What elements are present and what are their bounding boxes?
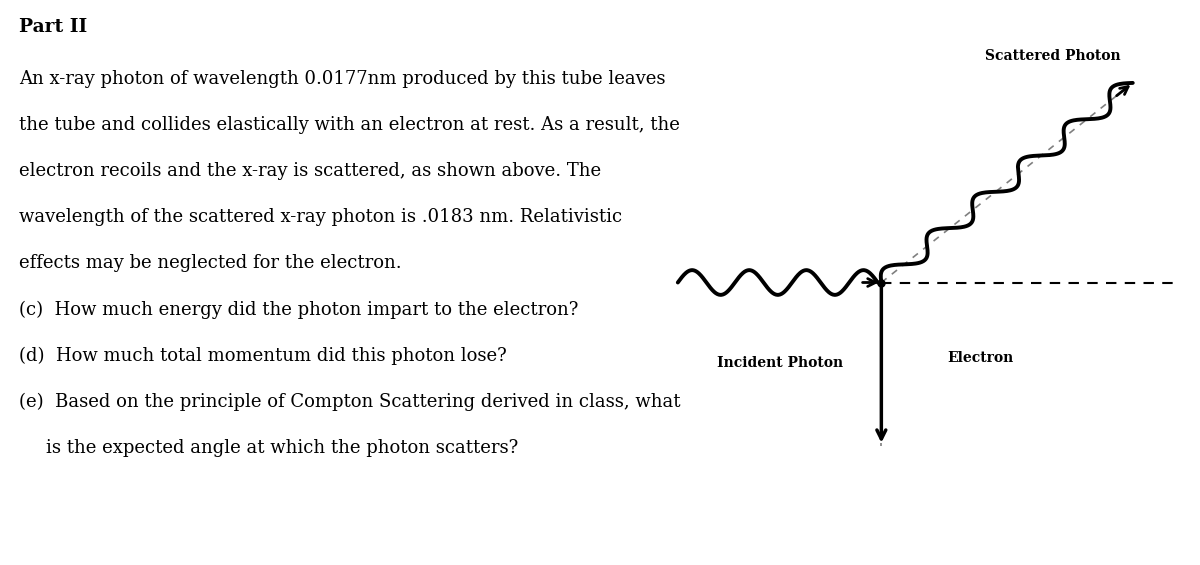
Text: Part II: Part II [19,18,88,36]
Text: electron recoils and the x-ray is scattered, as shown above. The: electron recoils and the x-ray is scatte… [19,162,601,180]
Text: Scattered Photon: Scattered Photon [985,49,1121,63]
Text: wavelength of the scattered x-ray photon is .0183 nm. Relativistic: wavelength of the scattered x-ray photon… [19,208,623,227]
Text: the tube and collides elastically with an electron at rest. As a result, the: the tube and collides elastically with a… [19,116,680,134]
Text: (d)  How much total momentum did this photon lose?: (d) How much total momentum did this pho… [19,346,508,365]
Text: effects may be neglected for the electron.: effects may be neglected for the electro… [19,254,402,272]
Text: An x-ray photon of wavelength 0.0177nm produced by this tube leaves: An x-ray photon of wavelength 0.0177nm p… [19,70,666,88]
Text: (c)  How much energy did the photon impart to the electron?: (c) How much energy did the photon impar… [19,301,578,319]
Text: is the expected angle at which the photon scatters?: is the expected angle at which the photo… [46,439,518,457]
Text: Electron: Electron [947,351,1014,366]
Text: Incident Photon: Incident Photon [716,355,842,370]
Text: (e)  Based on the principle of Compton Scattering derived in class, what: (e) Based on the principle of Compton Sc… [19,393,680,411]
